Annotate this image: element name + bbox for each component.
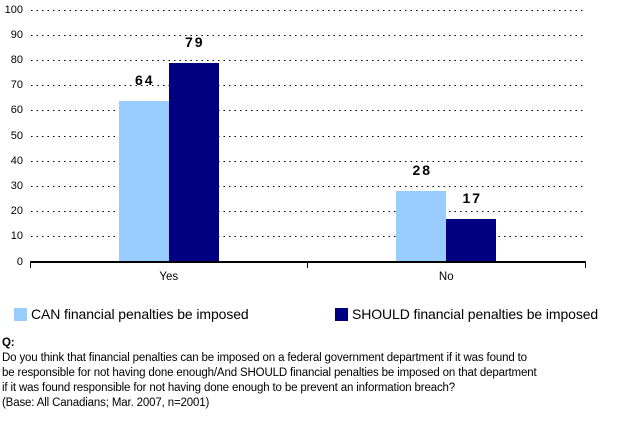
legend-item-should: SHOULD financial penalties be imposed [335,306,598,322]
y-tick-label-90: 90 [10,28,23,41]
y-tick-label-60: 60 [10,104,23,117]
gridline-90 [31,34,584,36]
x-category-label-yes: Yes [159,271,179,283]
bar-chart: 0 10 20 30 40 50 60 70 80 90 100 64 79 Yes 28 17 No [4,3,586,283]
legend-label-can: CAN financial penalties be imposed [31,306,249,322]
legend-item-can: CAN financial penalties be imposed [14,306,249,322]
bar-can-yes [118,100,169,262]
value-label-can-yes: 64 [134,71,155,88]
gridline-100 [31,9,584,11]
y-tick-label-70: 70 [10,79,23,92]
bar-should-no [446,219,497,262]
value-label-should-no: 17 [462,190,483,207]
x-category-label-no: No [438,271,454,283]
question-line-2: be responsible for not having done enoug… [2,367,537,379]
gridline-50 [31,135,584,137]
gridline-60 [31,110,584,112]
x-axis-tick-1 [307,262,308,268]
gridline-10 [31,236,584,238]
x-axis-line [30,261,586,263]
base-note: (Base: All Canadians; Mar. 2007, n=2001) [2,397,210,409]
gridline-30 [31,185,584,187]
gridline-80 [31,59,584,61]
y-tick-label-100: 100 [4,3,23,16]
gridline-20 [31,211,584,213]
question-line-3: if it was found responsible for not havi… [2,382,456,394]
gridline-40 [31,160,584,162]
value-label-can-no: 28 [412,162,433,179]
y-tick-label-0: 0 [16,255,23,268]
bar-can-no [396,191,447,262]
y-tick-label-50: 50 [10,129,23,142]
question-line-1: Do you think that financial penalties ca… [2,352,527,364]
legend-swatch-should-icon [335,307,348,321]
x-axis-tick-0 [29,262,31,268]
y-tick-label-40: 40 [10,154,23,167]
y-tick-label-10: 10 [10,230,23,243]
gridline-70 [31,85,584,87]
y-tick-label-20: 20 [10,205,23,218]
y-tick-label-30: 30 [10,179,23,192]
value-label-should-yes: 79 [184,33,205,50]
question-block: Q: Do you think that financial penalties… [2,336,616,411]
bar-should-yes [168,62,219,262]
legend-swatch-can-icon [14,307,27,321]
y-tick-label-80: 80 [10,53,23,66]
legend-label-should: SHOULD financial penalties be imposed [352,306,599,322]
question-label: Q: [2,337,15,349]
x-axis-tick-2 [584,262,586,268]
